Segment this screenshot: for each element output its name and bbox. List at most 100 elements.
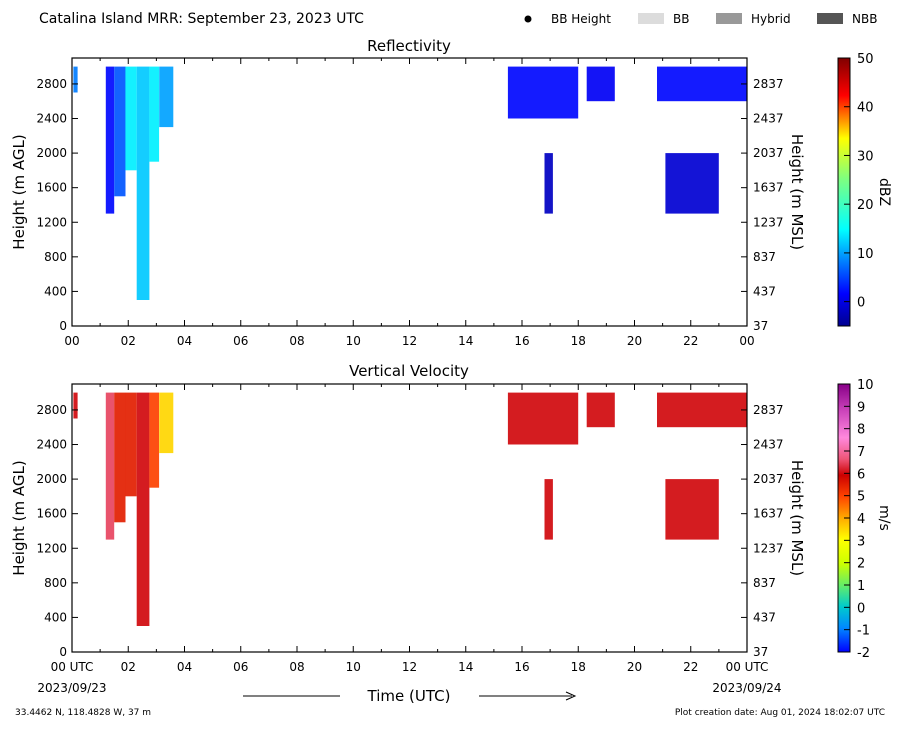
- legend-swatch-nbb: [817, 13, 843, 24]
- colorbar-tick-label-vertical-velocity-5: 5: [857, 490, 865, 505]
- x-tick-label-reflectivity-6: 12: [402, 334, 417, 348]
- date-start: 2023/09/23: [37, 681, 106, 695]
- x-tick-label-vertical-velocity-3: 06: [233, 660, 248, 674]
- colorbar-tick-label-vertical-velocity--2: -2: [857, 646, 870, 661]
- echo-region-reflectivity-3: [125, 66, 137, 171]
- colorbar-tick-label-vertical-velocity-0: 0: [857, 601, 865, 616]
- y-tick-label-left-reflectivity-800: 800: [44, 250, 67, 264]
- echo-region-reflectivity-0: [73, 66, 78, 93]
- x-tick-label-vertical-velocity-12: 00 UTC: [726, 660, 769, 674]
- echo-region-reflectivity-5: [149, 66, 160, 162]
- legend-label-hybrid: Hybrid: [751, 12, 791, 26]
- echo-region-vertical-velocity-0: [73, 392, 78, 419]
- colorbar-reflectivity: [837, 57, 851, 327]
- x-ticks-reflectivity: 00 02 04 06 08 10 12 14 16 18 20 22 00: [64, 58, 755, 348]
- x-tick-label-vertical-velocity-2: 04: [177, 660, 192, 674]
- x-tick-label-reflectivity-3: 06: [233, 334, 248, 348]
- y-tick-label-right-vertical-velocity-837: 837: [753, 576, 776, 590]
- y-ticks-left-reflectivity: 0 400 800 1200 1600 2000 2400 2800: [36, 77, 78, 333]
- y-ticks-right-vertical-velocity: 37 437 837 1237 1637 2037 2437 2837: [741, 403, 784, 659]
- y-tick-label-left-vertical-velocity-400: 400: [44, 610, 67, 624]
- y-tick-label-left-reflectivity-1200: 1200: [36, 215, 67, 229]
- legend-item-bb: BB: [638, 12, 689, 26]
- x-tick-label-vertical-velocity-0: 00 UTC: [51, 660, 94, 674]
- y-tick-label-left-vertical-velocity-2000: 2000: [36, 472, 67, 486]
- y-tick-label-right-vertical-velocity-2437: 2437: [753, 438, 784, 452]
- x-tick-label-reflectivity-1: 02: [121, 334, 136, 348]
- colorbar-label-dbz: dBZ: [876, 178, 892, 206]
- echo-layer-vertical-velocity: [73, 392, 747, 626]
- panel-title-vertical-velocity: Vertical Velocity: [349, 362, 469, 380]
- echo-region-vertical-velocity-2: [114, 392, 126, 523]
- legend-label-bb-height: BB Height: [551, 12, 611, 26]
- y-tick-label-right-vertical-velocity-37: 37: [753, 645, 768, 659]
- legend-swatch-hybrid: [716, 13, 742, 24]
- x-tick-label-reflectivity-9: 18: [571, 334, 586, 348]
- y-ticks-right-reflectivity: 37 437 837 1237 1637 2037 2437 2837: [741, 77, 784, 333]
- echo-region-vertical-velocity-1: [105, 392, 115, 540]
- y-tick-label-right-vertical-velocity-2837: 2837: [753, 403, 784, 417]
- x-tick-label-vertical-velocity-5: 10: [346, 660, 361, 674]
- echo-region-vertical-velocity-4: [136, 392, 150, 626]
- x-tick-label-vertical-velocity-4: 08: [289, 660, 304, 674]
- x-tick-label-vertical-velocity-6: 12: [402, 660, 417, 674]
- y-tick-label-right-reflectivity-37: 37: [753, 319, 768, 333]
- colorbar-tick-label-reflectivity-30: 30: [857, 149, 874, 164]
- x-tick-label-reflectivity-2: 04: [177, 334, 192, 348]
- echo-region-vertical-velocity-11: [665, 479, 719, 540]
- colorbar-tick-label-vertical-velocity-1: 1: [857, 579, 865, 594]
- colorbar-label-ms: m/s: [876, 505, 892, 531]
- x-tick-label-reflectivity-8: 16: [514, 334, 529, 348]
- legend-swatch-bb: [638, 13, 664, 24]
- legend-item-bb-height: BB Height: [524, 12, 611, 26]
- y-tick-label-right-reflectivity-2437: 2437: [753, 112, 784, 126]
- echo-region-reflectivity-10: [657, 66, 747, 102]
- x-tick-label-vertical-velocity-10: 20: [627, 660, 642, 674]
- y-tick-label-right-reflectivity-2037: 2037: [753, 146, 784, 160]
- y-tick-label-left-vertical-velocity-800: 800: [44, 576, 67, 590]
- y-tick-label-left-vertical-velocity-2800: 2800: [36, 403, 67, 417]
- colorbar-tick-label-reflectivity-10: 10: [857, 247, 874, 262]
- legend-label-bb: BB: [673, 12, 689, 26]
- echo-region-vertical-velocity-7: [507, 392, 579, 445]
- footer-location: 33.4462 N, 118.4828 W, 37 m: [15, 708, 151, 718]
- y-tick-label-right-reflectivity-1637: 1637: [753, 181, 784, 195]
- y-tick-label-left-reflectivity-0: 0: [59, 319, 67, 333]
- x-tick-label-vertical-velocity-9: 18: [571, 660, 586, 674]
- y-tick-label-right-reflectivity-1237: 1237: [753, 215, 784, 229]
- y-tick-label-left-vertical-velocity-0: 0: [59, 645, 67, 659]
- colorbar-tick-label-vertical-velocity--1: -1: [857, 624, 870, 639]
- x-tick-label-reflectivity-10: 20: [627, 334, 642, 348]
- x-tick-label-reflectivity-5: 10: [346, 334, 361, 348]
- echo-region-vertical-velocity-5: [149, 392, 160, 488]
- y-tick-label-right-reflectivity-837: 837: [753, 250, 776, 264]
- xlabel-arrow-head: [565, 691, 577, 701]
- colorbar-tick-label-reflectivity-40: 40: [857, 101, 874, 116]
- y-ticks-left-vertical-velocity: 0 400 800 1200 1600 2000 2400 2800: [36, 403, 78, 659]
- echo-region-reflectivity-8: [544, 153, 553, 214]
- date-end: 2023/09/24: [712, 681, 781, 695]
- echo-region-reflectivity-7: [507, 66, 579, 119]
- colorbar-tick-label-vertical-velocity-9: 9: [857, 400, 865, 415]
- y-tick-label-left-vertical-velocity-1200: 1200: [36, 541, 67, 555]
- colorbar-tick-label-reflectivity-0: 0: [857, 296, 865, 311]
- x-tick-label-reflectivity-12: 00: [739, 334, 754, 348]
- x-tick-label-reflectivity-7: 14: [458, 334, 473, 348]
- y-axis-label-right-vertical-velocity: Height (m MSL): [788, 460, 806, 576]
- colorbar-tick-label-vertical-velocity-6: 6: [857, 467, 865, 482]
- colorbar-tick-label-vertical-velocity-10: 10: [857, 378, 874, 393]
- colorbar-tick-label-vertical-velocity-8: 8: [857, 423, 865, 438]
- echo-region-reflectivity-1: [105, 66, 115, 214]
- colorbar-tick-label-vertical-velocity-7: 7: [857, 445, 865, 460]
- colorbar-tick-label-reflectivity-50: 50: [857, 52, 874, 67]
- x-tick-label-vertical-velocity-8: 16: [514, 660, 529, 674]
- y-tick-label-left-reflectivity-2000: 2000: [36, 146, 67, 160]
- y-tick-label-right-vertical-velocity-1637: 1637: [753, 507, 784, 521]
- y-tick-label-right-vertical-velocity-1237: 1237: [753, 541, 784, 555]
- y-tick-label-right-vertical-velocity-2037: 2037: [753, 472, 784, 486]
- panel-vertical-velocity: Vertical Velocity 0400800120016002000240…: [10, 362, 892, 674]
- x-tick-label-reflectivity-0: 00: [64, 334, 79, 348]
- y-axis-label-left-vertical-velocity: Height (m AGL): [10, 460, 28, 575]
- y-tick-label-right-vertical-velocity-437: 437: [753, 610, 776, 624]
- echo-region-reflectivity-6: [159, 66, 174, 128]
